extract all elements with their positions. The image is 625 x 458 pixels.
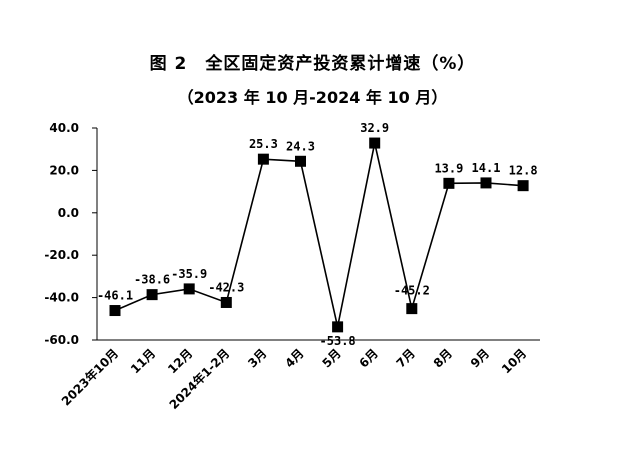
data-label: -42.3 [208, 280, 244, 294]
data-label: 32.9 [360, 121, 389, 135]
x-tick-label: 7月 [394, 346, 418, 370]
data-label: 25.3 [249, 137, 278, 151]
data-point [369, 137, 381, 149]
data-labels: -46.1-38.6 -35.9-42.3 25.3 24.3 -53.8 32.9 -45… [97, 121, 538, 348]
data-label: -53.8 [320, 334, 356, 348]
x-tick-label: 10月 [499, 346, 529, 376]
x-tick-label: 5月 [319, 346, 343, 370]
chart-title: 图 2 全区固定资产投资累计增速（%） [149, 54, 476, 74]
y-tick-label: 20.0 [49, 163, 79, 177]
y-tick-label: 0.0 [58, 206, 79, 220]
y-tick-label: -60.0 [44, 333, 79, 347]
data-label: -35.9 [171, 267, 207, 281]
data-point [295, 155, 306, 167]
data-point [220, 296, 232, 308]
data-label: 24.3 [286, 139, 315, 153]
x-tick-label: 12月 [165, 346, 195, 376]
x-tick-label: 4月 [282, 346, 306, 370]
data-label: -46.1 [97, 289, 133, 303]
y-tick-label: -20.0 [44, 248, 79, 262]
data-label: -45.2 [394, 284, 430, 298]
y-tick-label: 40.0 [49, 121, 79, 135]
y-tick-label: -40.0 [44, 291, 79, 305]
x-tick-label: 11月 [128, 346, 158, 376]
data-point [146, 289, 158, 301]
data-label: -38.6 [134, 273, 170, 287]
x-tick-label: 6月 [357, 346, 381, 370]
data-point [257, 153, 269, 165]
data-label: 12.8 [509, 164, 538, 178]
chart-subtitle: （2023 年 10 月-2024 年 10 月） [177, 88, 448, 107]
y-axis-ticks: 40.0 20.0 0.0 -20.0 -40.0 -60.0 [44, 121, 97, 347]
data-label: 13.9 [434, 161, 463, 175]
data-point [443, 177, 455, 189]
data-point [332, 321, 344, 333]
data-label: 14.1 [472, 161, 501, 175]
data-markers [109, 137, 529, 333]
x-tick-label: 9月 [468, 346, 492, 370]
data-point [406, 303, 418, 315]
data-point [517, 180, 529, 192]
data-point [183, 283, 195, 295]
series-line [114, 142, 524, 328]
data-point [109, 305, 121, 317]
x-tick-label: 8月 [431, 346, 455, 370]
data-point [480, 177, 492, 189]
x-tick-label: 2023年10月 [58, 346, 121, 409]
x-tick-label: 3月 [245, 346, 269, 370]
